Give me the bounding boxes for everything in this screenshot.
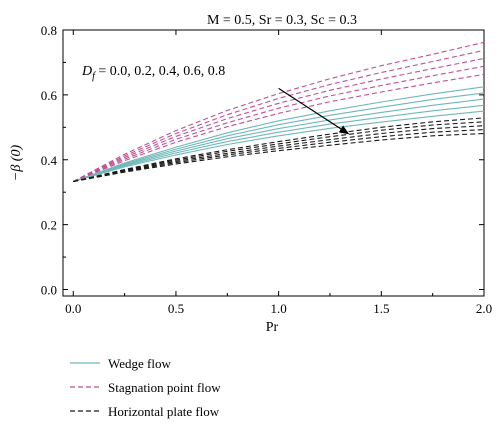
series-line <box>73 86 485 183</box>
y-axis: 0.0 0.2 0.4 0.6 0.8 <box>41 23 484 298</box>
y-tick-label: 0.6 <box>41 88 58 103</box>
y-tick-label: 0.8 <box>41 23 57 38</box>
x-tick-label: 0.0 <box>65 301 81 316</box>
series-line <box>73 129 485 183</box>
legend-label: Stagnation point flow <box>108 380 221 395</box>
series-line <box>73 73 485 183</box>
x-axis: 0.0 0.5 1.0 1.5 2.0 <box>65 30 492 316</box>
df-values: = 0.0, 0.2, 0.4, 0.6, 0.8 <box>95 64 225 79</box>
df-symbol: D <box>81 64 92 79</box>
x-tick-label: 0.5 <box>168 301 184 316</box>
legend-label: Horizontal plate flow <box>108 404 220 419</box>
x-tick-label: 1.5 <box>373 301 389 316</box>
y-tick-label: 0.2 <box>41 218 57 233</box>
df-annotation: Df = 0.0, 0.2, 0.4, 0.6, 0.8 <box>81 64 350 135</box>
series-line <box>73 92 485 183</box>
series-line <box>73 57 485 182</box>
df-subscript: f <box>92 71 96 82</box>
x-tick-label: 2.0 <box>476 301 492 316</box>
series-line <box>73 41 485 182</box>
y-tick-label: 0.0 <box>41 283 57 298</box>
legend: Wedge flow Stagnation point flow Horizonta… <box>70 356 221 419</box>
chart-title: M = 0.5, Sr = 0.3, Sc = 0.3 <box>207 13 357 28</box>
x-axis-label: Pr <box>266 320 279 335</box>
series-line <box>73 125 485 183</box>
x-tick-label: 1.0 <box>271 301 287 316</box>
series-line <box>73 110 485 183</box>
series-line <box>73 49 485 182</box>
series-line <box>73 104 485 183</box>
legend-label: Wedge flow <box>108 356 171 371</box>
y-axis-label: −β (0) <box>9 145 24 182</box>
series-line <box>73 121 485 183</box>
series-lines <box>73 41 485 183</box>
series-line <box>73 65 485 183</box>
annotation-arrow <box>278 87 350 135</box>
series-line <box>73 98 485 183</box>
y-tick-label: 0.4 <box>41 153 58 168</box>
plot-frame <box>62 29 485 297</box>
df-annotation-text: Df = 0.0, 0.2, 0.4, 0.6, 0.8 <box>81 64 225 82</box>
series-line <box>73 132 485 183</box>
series-line <box>73 117 485 183</box>
